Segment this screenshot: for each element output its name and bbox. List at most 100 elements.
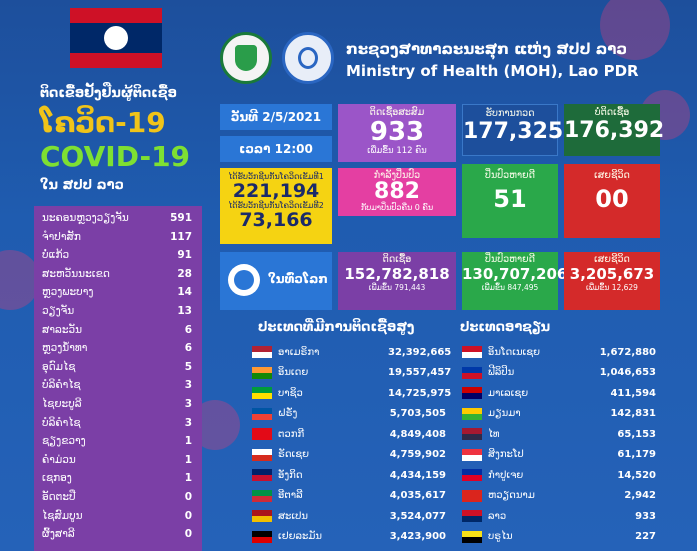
country-flag-icon — [462, 346, 482, 358]
country-value: 14,520 — [617, 469, 656, 481]
country-name: ລາວ — [488, 510, 507, 522]
country-value: 4,849,408 — [389, 428, 446, 440]
vax1-value: 221,194 — [232, 180, 320, 202]
province-value: 1 — [184, 435, 192, 448]
country-value: 4,035,617 — [389, 490, 446, 501]
country-row: ຟີລິປິນ 1,046,653 — [462, 364, 656, 382]
province-value: 5 — [184, 360, 192, 373]
country-row: ອິນໂດເນເຊຍ 1,672,880 — [462, 343, 656, 361]
province-row: ອຸດົມໄຊ 5 — [42, 361, 192, 379]
province-value: 13 — [177, 305, 192, 317]
moh-logo-icon — [282, 32, 334, 84]
recov-label: ປິ່ນປົວຫາຍດີ — [485, 170, 535, 181]
country-label: ໃນ ສປປ ລາວ — [40, 178, 124, 193]
recov-value: 51 — [493, 185, 527, 213]
country-name: ອິນເດຍ — [278, 367, 309, 378]
in-treatment-box: ກຳລັງປິ່ນປົວ 882 ກັບມາປິ່ນປົວຄືນ 0 ຄົນ — [338, 168, 456, 216]
world-recov-sub: ເພີ່ມຂຶ້ນ 847,495 — [481, 283, 539, 292]
country-row: ຣັດເຊຍ 4,759,902 — [252, 446, 446, 464]
province-name: ຫຼວງພະບາງ — [42, 286, 94, 299]
country-name: ອັງກິດ — [278, 469, 303, 481]
country-name: ບຣູໄນ — [488, 531, 513, 542]
country-row: ອັງກິດ 4,434,159 — [252, 466, 446, 484]
province-value: 3 — [184, 398, 192, 410]
country-name: ມາເລເຊຍ — [488, 387, 529, 399]
province-row: ຫຼວງພະບາງ 14 — [42, 286, 192, 304]
province-row: ຈຳປາສັກ 117 — [42, 231, 192, 249]
country-name: ຣັດເຊຍ — [278, 449, 309, 460]
country-value: 32,392,665 — [388, 346, 452, 358]
country-flag-icon — [252, 510, 272, 522]
country-name: ກຳປູເຈຍ — [488, 469, 524, 481]
cumulative-cases-box: ຕິດເຊື້ອສະສົມ 933 ເພີ່ມຂຶ້ນ 112 ຄົນ — [338, 104, 456, 162]
province-value: 1 — [184, 472, 192, 485]
country-value: 142,831 — [610, 408, 656, 419]
asean-list-title: ປະເທດອາຊຽນ — [460, 320, 551, 335]
country-row: ມຽນມາ 142,831 — [462, 405, 656, 423]
country-name: ຝຣັ່ງ — [278, 408, 298, 419]
country-row: ບາຊິວ 14,725,975 — [252, 384, 451, 402]
vax2-value: 73,166 — [239, 209, 313, 231]
lao-flag-icon — [70, 8, 162, 68]
province-name: ບໍ່ແກ້ວ — [42, 249, 70, 262]
country-row: ກຳປູເຈຍ 14,520 — [462, 466, 656, 484]
country-value: 19,557,457 — [388, 367, 452, 378]
covid-title-en: COVID-19 — [40, 140, 191, 173]
world-label: ໃນທົ່ວໂລກ — [268, 272, 328, 286]
recovered-box: ປິ່ນປົວຫາຍດີ 51 — [462, 164, 558, 238]
country-name: ອິນໂດເນເຊຍ — [488, 346, 541, 358]
country-flag-icon — [462, 407, 482, 420]
province-name: ບໍລິຄຳໄຊ — [42, 379, 81, 392]
country-value: 411,594 — [610, 387, 656, 399]
country-name: ຟີລິປິນ — [488, 367, 515, 378]
cum-sub: ເພີ່ມຂຶ້ນ 112 ຄົນ — [367, 146, 427, 156]
country-name: ອາເມຣິກາ — [278, 346, 320, 358]
province-value: 0 — [184, 491, 192, 503]
country-value: 227 — [635, 531, 656, 542]
time-label: ເວລາ 12:00 — [220, 136, 332, 162]
deaths-box: ເສຍຊີວິດ 00 — [564, 164, 660, 238]
country-value: 3,423,900 — [389, 531, 446, 542]
virus-decoration — [600, 0, 670, 60]
world-cases-value: 152,782,818 — [344, 265, 450, 283]
country-value: 2,942 — [624, 490, 656, 501]
world-death-label: ເສຍຊີວິດ — [594, 254, 630, 265]
province-name: ຫຼວງນ້ຳທາ — [42, 342, 88, 355]
neg-value: 176,392 — [564, 118, 665, 143]
province-row: ນະຄອນຫຼວງວຽງຈັນ 591 — [42, 212, 192, 230]
province-name: ຜົ້ງສາລີ — [42, 528, 75, 541]
country-flag-icon — [462, 387, 482, 399]
lao-emblem-icon — [220, 32, 272, 84]
province-value: 6 — [184, 323, 192, 336]
country-flag-icon — [462, 448, 482, 461]
country-name: ອີຕາລີ — [278, 490, 303, 501]
country-flag-icon — [462, 428, 482, 440]
province-row: ຜົ້ງສາລີ 0 — [42, 528, 192, 546]
province-value: 14 — [177, 286, 192, 299]
death-value: 00 — [595, 185, 629, 213]
country-row: ອິນເດຍ 19,557,457 — [252, 364, 452, 382]
country-row: ໄທ 65,153 — [462, 425, 656, 443]
country-value: 1,046,653 — [599, 367, 656, 378]
cum-label: ຕິດເຊື້ອສະສົມ — [369, 107, 425, 118]
country-name: ມຽນມາ — [488, 408, 521, 419]
negative-box: ບໍ່ຕິດເຊື້ອ 176,392 — [564, 104, 665, 156]
province-list: ນະຄອນຫຼວງວຽງຈັນ 591 ຈຳປາສັກ 117 ບໍ່ແກ້ວ 91 ສະຫ… — [34, 206, 202, 551]
province-name: ອຸດົມໄຊ — [42, 360, 76, 373]
country-flag-icon — [252, 448, 272, 461]
province-name: ສະຫວັນນະເຂດ — [42, 267, 110, 280]
province-value: 0 — [184, 509, 192, 522]
country-flag-icon — [462, 366, 482, 379]
left-subtitle: ຕິດເຂື້ອຢັ້ງຢືນຜູ້ຕິດເຊື້ອ — [40, 86, 177, 101]
province-name: ເຊກອງ — [42, 472, 72, 485]
tested-box: ຮັບການກວດ 177,325 — [462, 104, 563, 156]
province-name: ໄຊຍະບູລີ — [42, 398, 82, 410]
country-flag-icon — [252, 366, 272, 379]
country-value: 3,524,077 — [389, 510, 446, 522]
province-row: ຫຼວງນ້ຳທາ 6 — [42, 342, 192, 360]
country-name: ໄທ — [488, 428, 500, 440]
country-flag-icon — [462, 469, 482, 481]
country-row: ຫວຽດນາມ 2,942 — [462, 487, 656, 505]
province-row: ບໍລິຄຳໄຊ 3 — [42, 379, 192, 397]
world-box: ໃນທົ່ວໂລກ — [220, 252, 332, 310]
